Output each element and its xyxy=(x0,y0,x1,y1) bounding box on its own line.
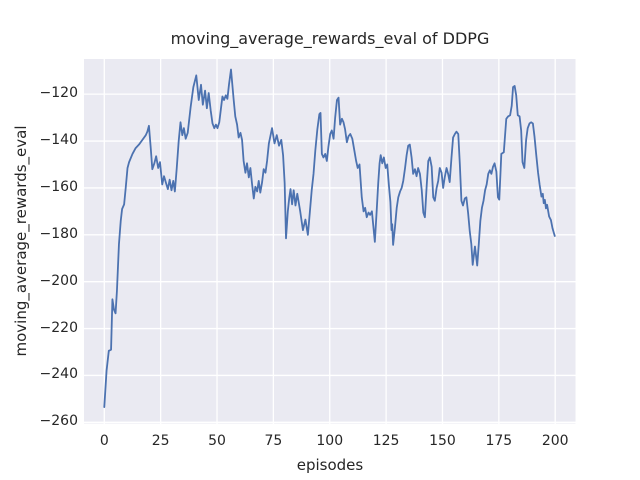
x-tick-label: 125 xyxy=(372,433,400,449)
reward-line-path xyxy=(103,68,556,408)
x-tick-label: 150 xyxy=(429,433,456,449)
x-tick-label: 200 xyxy=(541,433,569,449)
x-tick-label: 50 xyxy=(208,433,226,449)
x-axis-label: episodes xyxy=(296,456,364,474)
chart-title: moving_average_rewards_eval of DDPG xyxy=(170,29,490,48)
x-tick-label: 75 xyxy=(264,433,283,449)
y-tick-label: −240 xyxy=(39,366,78,383)
y-tick-label: −160 xyxy=(39,178,78,195)
y-tick-label: −260 xyxy=(39,413,78,430)
y-tick-label: −120 xyxy=(39,85,78,102)
x-tick-label: 0 xyxy=(99,433,109,449)
x-tick-label: 175 xyxy=(485,433,513,449)
y-tick-label: −140 xyxy=(39,132,78,149)
y-tick-label: −200 xyxy=(39,272,78,289)
y-tick-label: −180 xyxy=(39,225,78,242)
x-tick-label: 25 xyxy=(151,433,170,449)
x-tick-label: 100 xyxy=(316,433,344,449)
y-tick-label: −220 xyxy=(39,319,78,336)
